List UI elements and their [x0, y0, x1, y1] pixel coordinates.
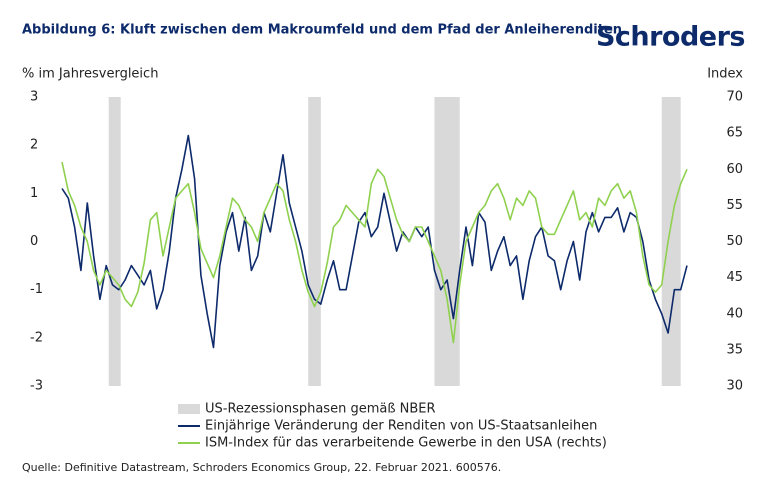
- data-line: [61, 161, 688, 344]
- y2-tick-label: 50: [726, 234, 743, 249]
- data-line: [61, 134, 688, 349]
- y-tick-label: -2: [30, 330, 43, 345]
- y2-tick-label: 35: [726, 342, 743, 357]
- y2-tick-label: 70: [726, 90, 743, 105]
- y-tick-label: -3: [30, 379, 43, 394]
- source: Quelle: Definitive Datastream, Schroders…: [22, 461, 501, 474]
- legend-label: US-Rezessionsphasen gemäß NBER: [205, 402, 436, 417]
- y-tick-label: 0: [30, 234, 38, 249]
- recession-band: [434, 97, 460, 386]
- y2-tick-label: 30: [726, 379, 743, 394]
- y2-tick-label: 65: [726, 126, 743, 141]
- recession-band: [308, 97, 321, 386]
- chart-title: Abbildung 6: Kluft zwischen dem Makroumf…: [22, 23, 622, 38]
- y2-tick-label: 40: [726, 306, 743, 321]
- recession-band: [661, 97, 681, 386]
- y-axis-label: % im Jahresvergleich: [22, 67, 158, 82]
- y-tick-label: 2: [30, 138, 38, 153]
- legend-swatch: [178, 404, 200, 414]
- y2-axis-label: Index: [707, 67, 743, 82]
- legend-label: Einjährige Veränderung der Renditen von …: [205, 419, 597, 434]
- y2-tick-label: 45: [726, 270, 743, 285]
- recession-band: [108, 97, 121, 386]
- y-tick-label: 3: [30, 90, 38, 105]
- logo: Schroders: [596, 22, 745, 53]
- y-tick-label: -1: [30, 282, 43, 297]
- y2-tick-label: 55: [726, 198, 743, 213]
- y-tick-label: 1: [30, 186, 38, 201]
- y2-tick-label: 60: [726, 162, 743, 177]
- legend-label: ISM-Index für das verarbeitende Gewerbe …: [205, 436, 607, 451]
